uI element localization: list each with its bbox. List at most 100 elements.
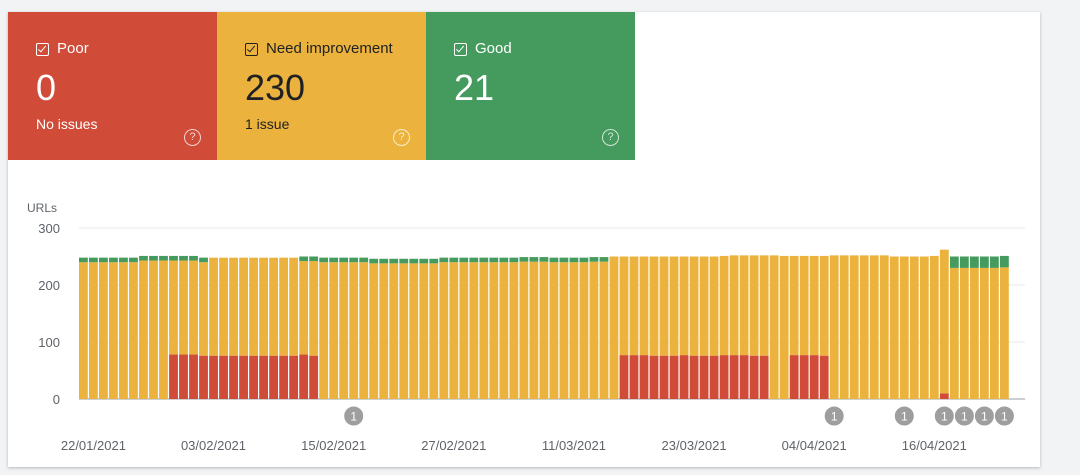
bar-poor[interactable] bbox=[189, 354, 198, 399]
bar-need-improvement[interactable] bbox=[689, 256, 699, 356]
bar-poor[interactable] bbox=[729, 355, 739, 399]
bar-need-improvement[interactable] bbox=[409, 263, 419, 399]
bar-good[interactable] bbox=[519, 257, 529, 262]
bar-need-improvement[interactable] bbox=[739, 255, 749, 356]
bar-good[interactable] bbox=[479, 257, 489, 263]
bar-good[interactable] bbox=[449, 257, 459, 263]
bar-need-improvement[interactable] bbox=[889, 256, 899, 400]
bar-need-improvement[interactable] bbox=[499, 262, 509, 399]
annotation-marker[interactable]: 1 bbox=[343, 405, 365, 427]
bar-need-improvement[interactable] bbox=[349, 262, 359, 399]
bar-need-improvement[interactable] bbox=[339, 262, 349, 399]
bar-good[interactable] bbox=[189, 255, 198, 261]
annotation-marker[interactable]: 1 bbox=[823, 405, 845, 427]
bar-good[interactable] bbox=[179, 255, 188, 261]
bar-poor[interactable] bbox=[299, 354, 309, 399]
bar-need-improvement[interactable] bbox=[869, 255, 879, 399]
poor-tile[interactable]: Poor 0 No issues ? bbox=[8, 12, 217, 160]
bar-need-improvement[interactable] bbox=[289, 257, 299, 356]
bar-need-improvement[interactable] bbox=[219, 257, 228, 356]
bar-good[interactable] bbox=[589, 257, 599, 262]
bar-need-improvement[interactable] bbox=[709, 256, 719, 356]
bar-poor[interactable] bbox=[169, 354, 178, 399]
bar-need-improvement[interactable] bbox=[779, 255, 789, 399]
bar-need-improvement[interactable] bbox=[519, 261, 529, 399]
bar-need-improvement[interactable] bbox=[769, 255, 779, 399]
bar-need-improvement[interactable] bbox=[139, 260, 148, 399]
bar-poor[interactable] bbox=[739, 355, 749, 399]
bar-need-improvement[interactable] bbox=[429, 263, 439, 399]
bar-poor[interactable] bbox=[219, 355, 228, 399]
bar-need-improvement[interactable] bbox=[659, 256, 669, 356]
bar-good[interactable] bbox=[349, 257, 359, 263]
bar-poor[interactable] bbox=[309, 355, 319, 399]
bar-poor[interactable] bbox=[709, 355, 719, 399]
annotation-marker[interactable]: 1 bbox=[953, 405, 975, 427]
bar-good[interactable] bbox=[419, 258, 429, 264]
bar-need-improvement[interactable] bbox=[999, 267, 1009, 399]
bar-need-improvement[interactable] bbox=[759, 255, 769, 356]
bar-poor[interactable] bbox=[819, 355, 829, 399]
help-icon[interactable]: ? bbox=[393, 129, 410, 146]
bar-good[interactable] bbox=[529, 257, 539, 262]
bar-poor[interactable] bbox=[669, 355, 679, 399]
bar-good[interactable] bbox=[89, 257, 98, 263]
bar-good[interactable] bbox=[569, 257, 579, 263]
bar-need-improvement[interactable] bbox=[359, 262, 369, 399]
bar-good[interactable] bbox=[399, 258, 409, 264]
bar-need-improvement[interactable] bbox=[199, 262, 208, 356]
bar-need-improvement[interactable] bbox=[209, 257, 218, 356]
bar-need-improvement[interactable] bbox=[319, 262, 329, 399]
bar-good[interactable] bbox=[439, 257, 449, 263]
bar-good[interactable] bbox=[79, 257, 88, 263]
bar-poor[interactable] bbox=[629, 355, 639, 399]
bar-need-improvement[interactable] bbox=[859, 255, 869, 399]
bar-need-improvement[interactable] bbox=[899, 256, 909, 400]
bar-need-improvement[interactable] bbox=[299, 261, 309, 355]
bar-poor[interactable] bbox=[799, 355, 809, 399]
good-tile[interactable]: Good 21 ? bbox=[426, 12, 635, 160]
bar-need-improvement[interactable] bbox=[449, 262, 459, 399]
bar-need-improvement[interactable] bbox=[419, 263, 429, 399]
bar-need-improvement[interactable] bbox=[129, 262, 138, 399]
bar-need-improvement[interactable] bbox=[389, 263, 399, 399]
bar-need-improvement[interactable] bbox=[679, 256, 689, 356]
bar-need-improvement[interactable] bbox=[589, 261, 599, 399]
checkbox-checked-icon[interactable] bbox=[454, 42, 467, 56]
bar-good[interactable] bbox=[989, 256, 999, 268]
bar-need-improvement[interactable] bbox=[989, 267, 999, 399]
bar-good[interactable] bbox=[379, 258, 389, 264]
bar-need-improvement[interactable] bbox=[949, 267, 959, 399]
bar-good[interactable] bbox=[359, 257, 369, 263]
bar-poor[interactable] bbox=[209, 355, 218, 399]
bar-poor[interactable] bbox=[689, 355, 699, 399]
bar-poor[interactable] bbox=[939, 393, 949, 399]
bar-good[interactable] bbox=[99, 257, 108, 263]
bar-need-improvement[interactable] bbox=[939, 249, 949, 394]
bar-need-improvement[interactable] bbox=[379, 263, 389, 399]
bar-need-improvement[interactable] bbox=[639, 256, 649, 356]
bar-good[interactable] bbox=[299, 256, 309, 262]
bar-need-improvement[interactable] bbox=[229, 257, 238, 356]
annotation-marker[interactable]: 1 bbox=[993, 405, 1015, 427]
bar-need-improvement[interactable] bbox=[329, 262, 339, 399]
bar-poor[interactable] bbox=[289, 355, 299, 399]
bar-good[interactable] bbox=[599, 257, 609, 262]
bar-need-improvement[interactable] bbox=[489, 262, 499, 399]
bar-need-improvement[interactable] bbox=[909, 256, 919, 400]
bar-poor[interactable] bbox=[639, 355, 649, 399]
bar-need-improvement[interactable] bbox=[79, 262, 88, 399]
bar-need-improvement[interactable] bbox=[919, 256, 929, 400]
bar-need-improvement[interactable] bbox=[789, 255, 799, 356]
bar-poor[interactable] bbox=[179, 354, 188, 399]
checkbox-checked-icon[interactable] bbox=[36, 42, 49, 56]
bar-good[interactable] bbox=[369, 258, 379, 264]
bar-good[interactable] bbox=[119, 257, 128, 263]
bar-poor[interactable] bbox=[239, 355, 248, 399]
bar-poor[interactable] bbox=[809, 355, 819, 399]
bar-good[interactable] bbox=[429, 258, 439, 264]
bar-need-improvement[interactable] bbox=[169, 260, 178, 355]
bar-need-improvement[interactable] bbox=[609, 256, 619, 400]
bar-poor[interactable] bbox=[199, 355, 208, 399]
bar-poor[interactable] bbox=[789, 355, 799, 399]
